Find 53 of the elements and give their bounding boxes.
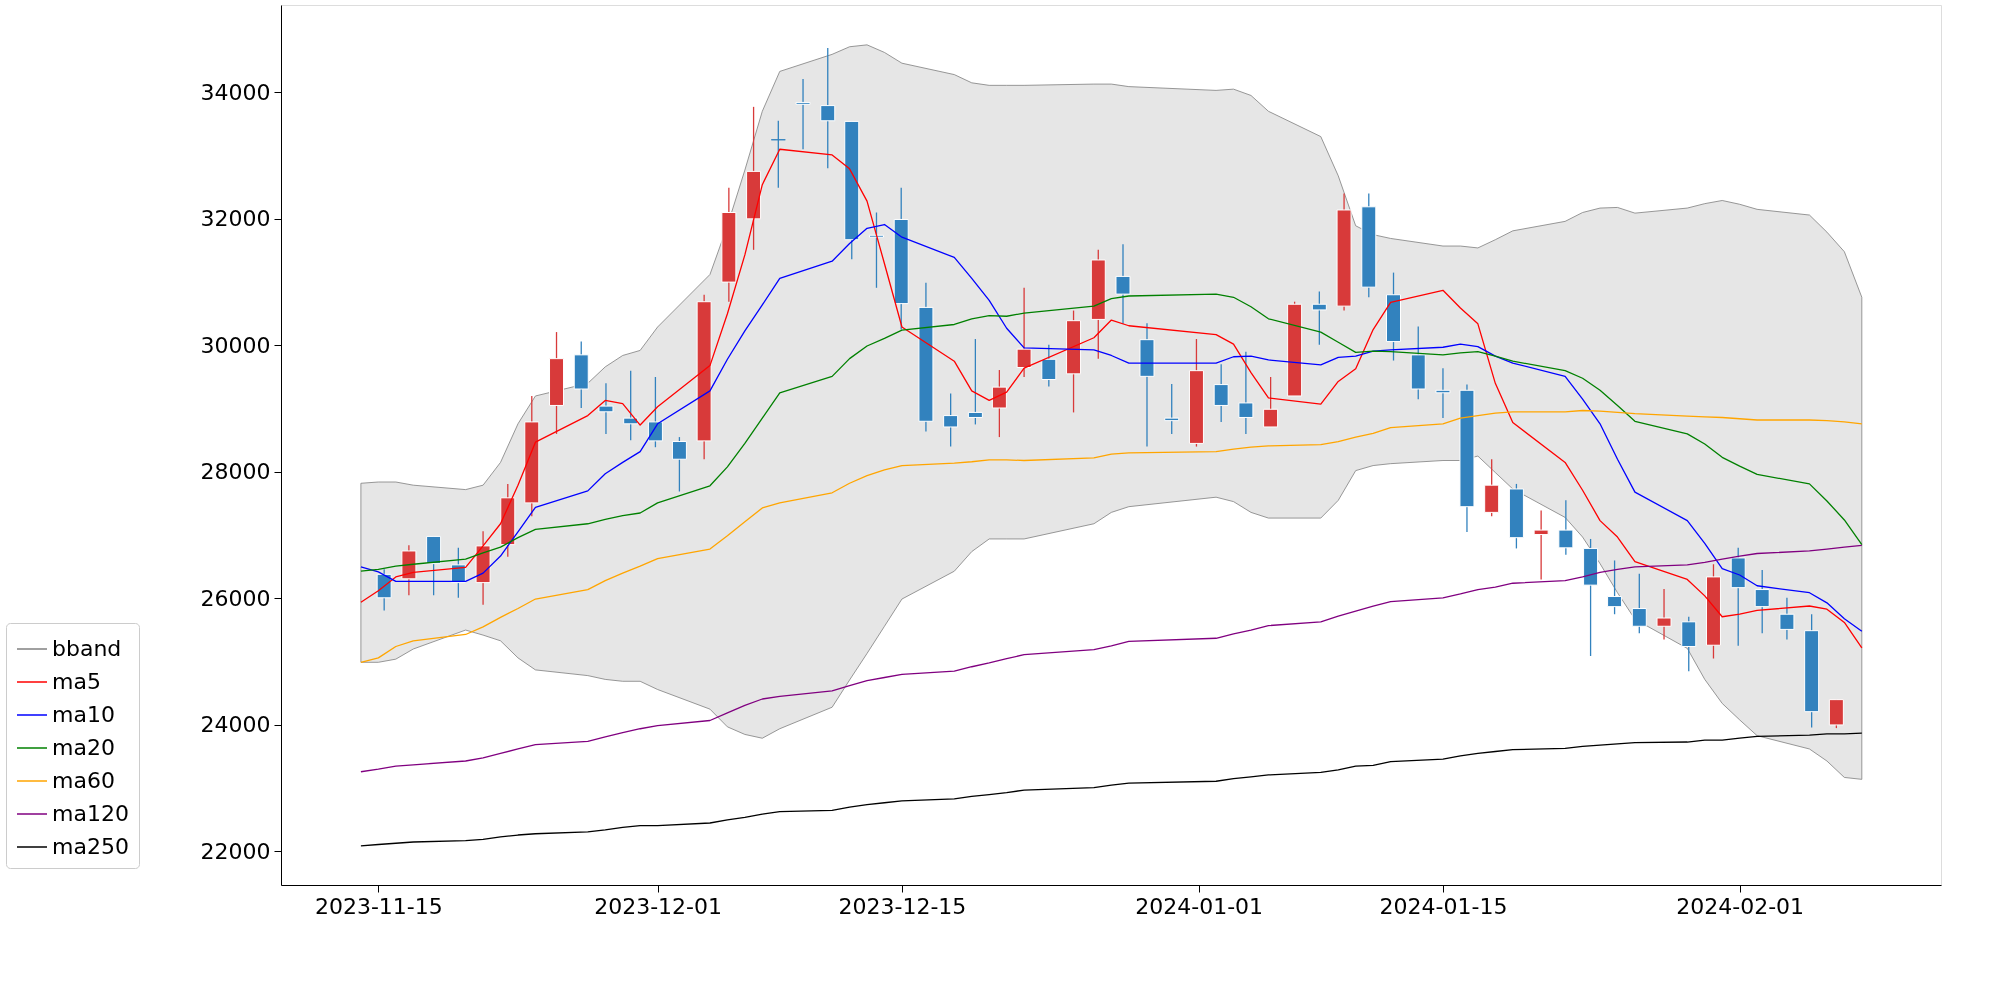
x-tick-label: 2024-01-15 (1379, 893, 1508, 919)
candlestick (1115, 243, 1131, 325)
legend-label: ma60 (52, 768, 115, 793)
candlestick (1435, 367, 1451, 419)
candlestick (1631, 573, 1647, 634)
candlestick (1016, 287, 1032, 378)
x-tick-label: 2023-12-15 (838, 893, 967, 919)
candlestick (868, 211, 884, 289)
y-tick-label: 24000 (200, 712, 271, 738)
candlestick (1754, 569, 1770, 634)
candlestick (623, 370, 639, 441)
candlestick (1164, 383, 1180, 435)
x-tick-label: 2023-12-01 (594, 893, 723, 919)
legend-label: bband (52, 636, 122, 661)
candlestick (795, 78, 811, 150)
candlestick (1238, 351, 1254, 435)
candlestick (943, 392, 959, 448)
candlestick (967, 338, 983, 426)
line-series (360, 732, 1863, 847)
candlestick (1041, 344, 1057, 388)
legend-label: ma250 (52, 834, 129, 859)
candlestick (450, 547, 466, 599)
candlestick (770, 120, 786, 189)
candlestick (1607, 559, 1623, 615)
x-tick-label: 2023-11-15 (314, 893, 443, 919)
y-tick-label: 32000 (200, 206, 271, 232)
legend-label: ma120 (52, 801, 129, 826)
candlestick (1311, 290, 1327, 346)
candlestick (1263, 376, 1279, 428)
line-series (360, 223, 1863, 632)
legend-label: ma20 (52, 735, 115, 760)
y-tick-label: 26000 (200, 585, 271, 611)
candlestick (1558, 499, 1574, 556)
y-tick-label: 22000 (200, 838, 271, 864)
y-tick-label: 28000 (200, 459, 271, 485)
line-series (360, 544, 1863, 773)
candlestick (647, 376, 663, 448)
line-series (360, 148, 1863, 649)
legend-label: ma5 (52, 669, 101, 694)
candlestick (1533, 509, 1549, 581)
candlestick (1779, 597, 1795, 641)
legend-label: ma10 (52, 702, 115, 727)
candlestick (598, 382, 614, 435)
candlestick (991, 369, 1007, 438)
y-tick-label: 30000 (200, 332, 271, 358)
x-tick-label: 2024-02-01 (1676, 893, 1805, 919)
line-series (360, 409, 1863, 663)
x-tick-label: 2024-01-01 (1135, 893, 1264, 919)
candlestick (1656, 588, 1672, 641)
candlestick (1213, 363, 1229, 423)
candlestick (820, 47, 836, 169)
candlestick (671, 436, 687, 493)
y-tick-label: 34000 (200, 79, 271, 105)
